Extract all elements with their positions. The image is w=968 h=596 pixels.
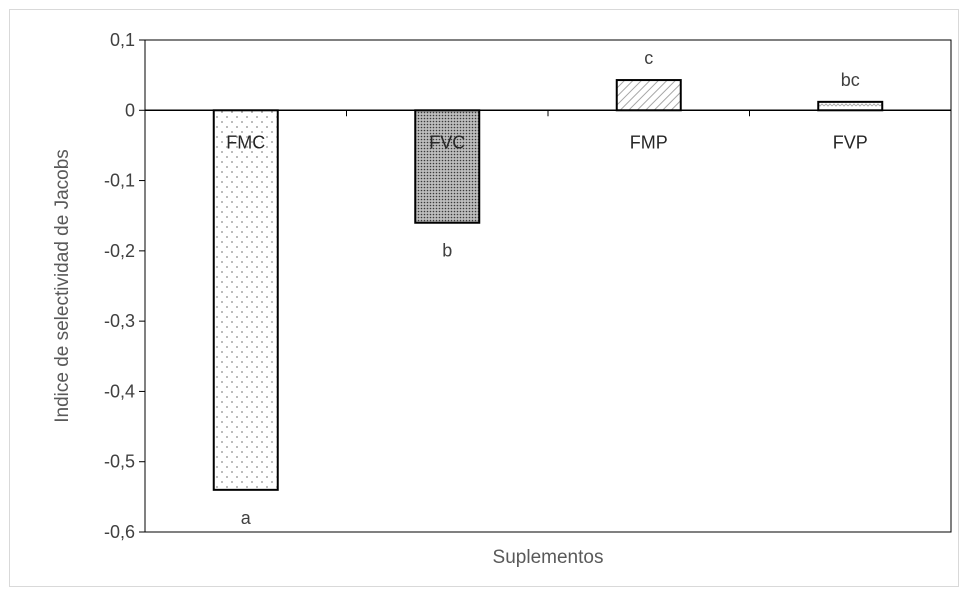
bar-fmc xyxy=(212,109,279,491)
y-tick-label: -0,4 xyxy=(104,381,135,401)
y-tick-label: -0,1 xyxy=(104,171,135,191)
bar-fmp xyxy=(615,79,682,112)
y-tick-label: 0,1 xyxy=(110,30,135,50)
plot-area-border xyxy=(144,39,952,533)
y-axis-title: Indice de selectividad de Jacobs xyxy=(52,149,73,423)
y-tick-label: -0,6 xyxy=(104,522,135,542)
bar-fvc xyxy=(414,109,481,224)
data-label-fvc: b xyxy=(442,241,452,261)
data-label-fvp: bc xyxy=(841,70,860,90)
y-axis: 0,1 0 -0,1 -0,2 -0,3 -0,4 -0,5 -0,6 xyxy=(104,30,145,542)
x-axis-ticks xyxy=(346,110,750,117)
y-tick-label: -0,3 xyxy=(104,311,135,331)
category-labels: FMC FVC FMP FVP xyxy=(226,132,868,152)
y-tick-label: -0,5 xyxy=(104,452,135,472)
data-label-fmc: a xyxy=(241,508,252,528)
bar-fvp xyxy=(817,100,884,112)
category-label-fmp: FMP xyxy=(630,132,668,152)
data-label-fmp: c xyxy=(644,48,653,68)
bars xyxy=(212,79,884,491)
y-tick-label: 0 xyxy=(125,100,135,120)
y-tick-label: -0,2 xyxy=(104,241,135,261)
x-axis-title: Suplementos xyxy=(493,547,604,568)
category-label-fvp: FVP xyxy=(833,132,868,152)
chart-frame xyxy=(9,9,959,587)
category-label-fmc: FMC xyxy=(226,132,265,152)
category-label-fvc: FVC xyxy=(429,132,465,152)
